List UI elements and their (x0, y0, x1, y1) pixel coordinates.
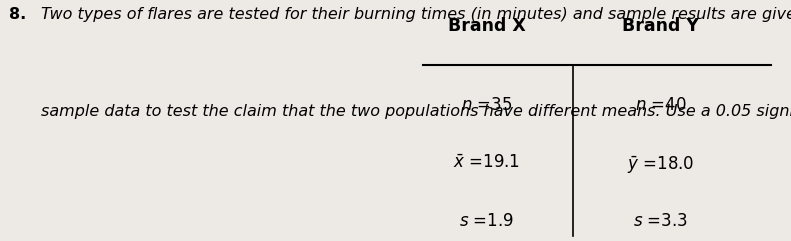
Text: $\it{n}$ =40: $\it{n}$ =40 (634, 96, 687, 114)
Text: $\bar{x}$ =19.1: $\bar{x}$ =19.1 (453, 154, 520, 172)
Text: Brand X: Brand X (448, 17, 525, 35)
Text: Two types of flares are tested for their burning times (in minutes) and sample r: Two types of flares are tested for their… (41, 7, 791, 22)
Text: $\it{s}$ =1.9: $\it{s}$ =1.9 (459, 212, 514, 230)
Text: $\bar{y}$ =18.0: $\bar{y}$ =18.0 (626, 154, 694, 176)
Text: $\it{n}$ =35: $\it{n}$ =35 (461, 96, 512, 114)
Text: $\it{s}$ =3.3: $\it{s}$ =3.3 (633, 212, 688, 230)
Text: Brand Y: Brand Y (622, 17, 699, 35)
Text: sample data to test the claim that the two populations have different means. Use: sample data to test the claim that the t… (41, 104, 791, 119)
Text: 8.: 8. (9, 7, 27, 22)
